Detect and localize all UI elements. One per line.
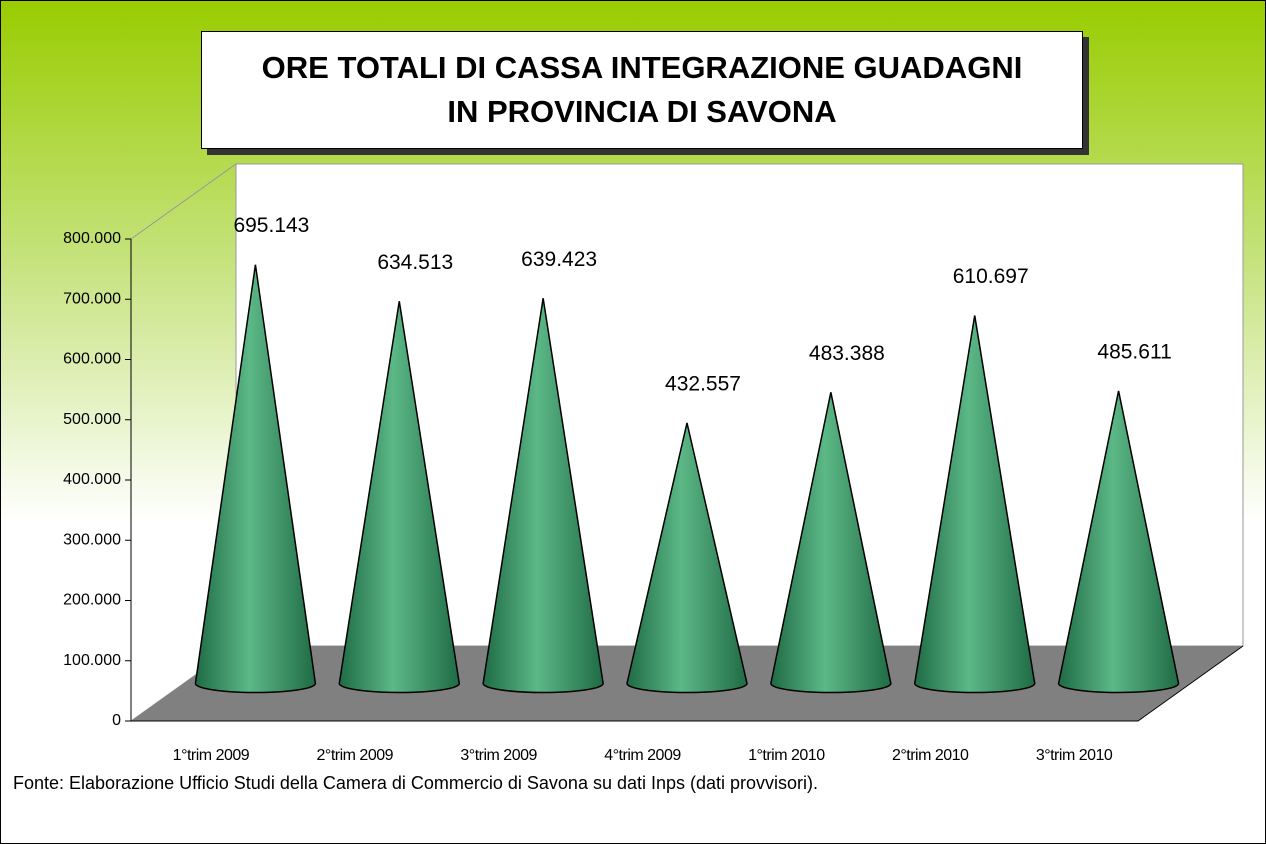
y-tick-label: 300.000	[63, 531, 121, 548]
value-label: 634.513	[377, 251, 453, 274]
y-tick-label: 200.000	[63, 592, 121, 609]
x-tick-label: 3°trim 2010	[1036, 747, 1113, 764]
cone	[194, 264, 317, 694]
y-tick-label: 800.000	[63, 230, 121, 247]
x-tick-label: 3°trim 2009	[460, 747, 537, 764]
x-tick-label: 1°trim 2009	[173, 747, 250, 764]
cone	[770, 392, 892, 694]
x-tick-label: 1°trim 2010	[748, 747, 825, 764]
x-tick-label: 4°trim 2009	[604, 747, 681, 764]
y-tick-label: 100.000	[63, 652, 121, 669]
y-tick-label: 400.000	[63, 471, 121, 488]
cone	[913, 315, 1036, 694]
y-tick-label: 700.000	[63, 290, 121, 307]
y-tick-label: 500.000	[63, 411, 121, 428]
x-tick-label: 2°trim 2010	[892, 747, 969, 764]
value-label: 610.697	[953, 265, 1029, 288]
cone	[626, 422, 748, 694]
value-label: 432.557	[665, 372, 741, 395]
y-tick-label: 600.000	[63, 351, 121, 368]
footnote: Fonte: Elaborazione Ufficio Studi della …	[13, 773, 819, 793]
y-tick-label: 0	[112, 712, 121, 729]
value-label: 639.423	[521, 248, 597, 271]
chart-title: ORE TOTALI DI CASSA INTEGRAZIONE GUADAGN…	[201, 31, 1083, 149]
value-label: 483.388	[809, 342, 885, 365]
x-tick-label: 2°trim 2009	[317, 747, 394, 764]
value-label: 695.143	[233, 214, 309, 237]
value-label: 485.611	[1097, 340, 1171, 363]
cone	[1057, 390, 1180, 694]
cone	[338, 301, 461, 694]
floor-edge	[131, 645, 1244, 722]
cone	[482, 298, 604, 694]
